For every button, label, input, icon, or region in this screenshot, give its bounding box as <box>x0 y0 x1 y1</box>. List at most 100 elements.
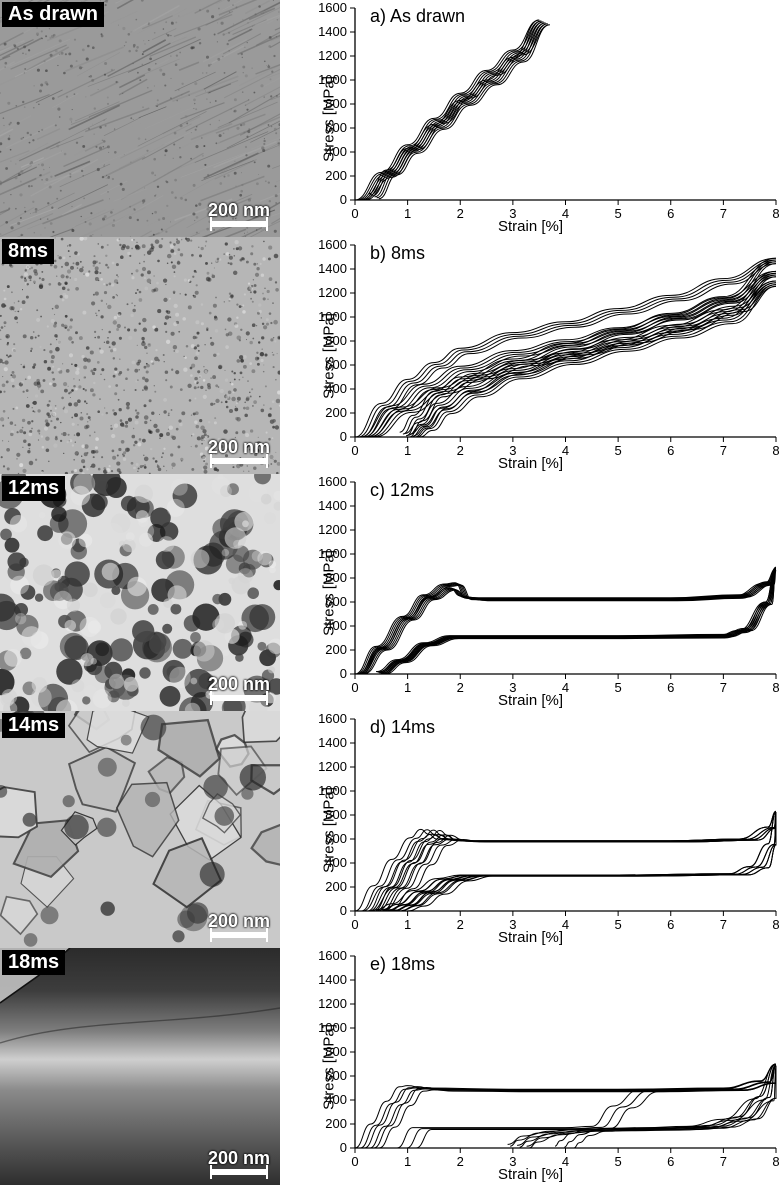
svg-text:8: 8 <box>772 1154 779 1169</box>
chart-xlabel: Strain [%] <box>498 218 563 235</box>
figure-row-12ms: 12ms200 nm012345678020040060080010001200… <box>0 474 781 711</box>
micrograph-label: 12ms <box>2 476 65 501</box>
scalebar: 200 nm <box>208 912 270 938</box>
svg-text:0: 0 <box>351 680 358 695</box>
chart-ylabel: Stress [MPa] <box>320 313 337 399</box>
svg-text:8: 8 <box>772 206 779 221</box>
svg-text:1600: 1600 <box>318 0 347 15</box>
svg-text:1600: 1600 <box>318 474 347 489</box>
figure-page: As drawn200 nm01234567802004006008001000… <box>0 0 781 1185</box>
svg-text:5: 5 <box>615 680 622 695</box>
svg-text:6: 6 <box>667 1154 674 1169</box>
svg-text:1400: 1400 <box>318 261 347 276</box>
svg-text:1400: 1400 <box>318 972 347 987</box>
svg-text:0: 0 <box>351 1154 358 1169</box>
micrograph-18ms: 18ms 200 nm <box>0 948 280 1185</box>
svg-text:200: 200 <box>325 1116 347 1131</box>
svg-text:8: 8 <box>772 917 779 932</box>
svg-text:200: 200 <box>325 405 347 420</box>
scalebar-text: 200 nm <box>208 675 270 693</box>
svg-text:0: 0 <box>340 903 347 918</box>
svg-text:1200: 1200 <box>318 522 347 537</box>
figure-row-8ms: 8ms200 nm0123456780200400600800100012001… <box>0 237 781 474</box>
chart-subtitle: a) As drawn <box>370 6 465 27</box>
svg-text:2: 2 <box>457 443 464 458</box>
scalebar-bar <box>210 932 268 938</box>
svg-text:1200: 1200 <box>318 285 347 300</box>
svg-text:1: 1 <box>404 680 411 695</box>
chart-ylabel: Stress [MPa] <box>320 76 337 162</box>
svg-text:2: 2 <box>457 206 464 221</box>
svg-text:1200: 1200 <box>318 996 347 1011</box>
scalebar-text: 200 nm <box>208 438 270 456</box>
chart-subtitle: e) 18ms <box>370 954 435 975</box>
svg-text:0: 0 <box>351 206 358 221</box>
svg-text:2: 2 <box>457 1154 464 1169</box>
svg-text:1: 1 <box>404 443 411 458</box>
micrograph-8ms: 8ms 200 nm <box>0 237 280 474</box>
svg-text:1: 1 <box>404 206 411 221</box>
chart-xlabel: Strain [%] <box>498 455 563 472</box>
svg-text:0: 0 <box>351 917 358 932</box>
scalebar: 200 nm <box>208 1149 270 1175</box>
svg-text:0: 0 <box>340 1140 347 1155</box>
svg-text:1400: 1400 <box>318 735 347 750</box>
svg-text:1: 1 <box>404 917 411 932</box>
svg-text:5: 5 <box>615 206 622 221</box>
chart-subtitle: d) 14ms <box>370 717 435 738</box>
scalebar: 200 nm <box>208 201 270 227</box>
stress-strain-chart-8ms: 01234567802004006008001000120014001600St… <box>280 237 781 474</box>
svg-text:6: 6 <box>667 680 674 695</box>
micrograph-label: 8ms <box>2 239 54 264</box>
svg-text:5: 5 <box>615 917 622 932</box>
svg-text:1600: 1600 <box>318 711 347 726</box>
svg-text:1400: 1400 <box>318 498 347 513</box>
svg-text:7: 7 <box>720 917 727 932</box>
micrograph-14ms: 14ms 200 nm <box>0 711 280 948</box>
svg-text:7: 7 <box>720 680 727 695</box>
svg-text:7: 7 <box>720 1154 727 1169</box>
svg-text:1200: 1200 <box>318 48 347 63</box>
scalebar: 200 nm <box>208 438 270 464</box>
chart-ylabel: Stress [MPa] <box>320 787 337 873</box>
svg-text:200: 200 <box>325 879 347 894</box>
svg-text:1600: 1600 <box>318 237 347 252</box>
svg-text:6: 6 <box>667 443 674 458</box>
scalebar-bar <box>210 695 268 701</box>
svg-text:7: 7 <box>720 206 727 221</box>
chart-subtitle: c) 12ms <box>370 480 434 501</box>
chart-ylabel: Stress [MPa] <box>320 1024 337 1110</box>
stress-strain-chart-18ms: 01234567802004006008001000120014001600St… <box>280 948 781 1185</box>
scalebar-bar <box>210 458 268 464</box>
svg-text:5: 5 <box>615 1154 622 1169</box>
svg-text:1400: 1400 <box>318 24 347 39</box>
svg-text:1200: 1200 <box>318 759 347 774</box>
stress-strain-chart-14ms: 01234567802004006008001000120014001600St… <box>280 711 781 948</box>
figure-row-14ms: 14ms200 nm012345678020040060080010001200… <box>0 711 781 948</box>
svg-text:1600: 1600 <box>318 948 347 963</box>
scalebar-text: 200 nm <box>208 201 270 219</box>
svg-text:2: 2 <box>457 680 464 695</box>
svg-text:6: 6 <box>667 917 674 932</box>
svg-text:2: 2 <box>457 917 464 932</box>
chart-xlabel: Strain [%] <box>498 1166 563 1183</box>
figure-row-as_drawn: As drawn200 nm01234567802004006008001000… <box>0 0 781 237</box>
scalebar-text: 200 nm <box>208 912 270 930</box>
micrograph-12ms: 12ms 200 nm <box>0 474 280 711</box>
micrograph-label: 18ms <box>2 950 65 975</box>
micrograph-label: 14ms <box>2 713 65 738</box>
figure-row-18ms: 18ms200 nm012345678020040060080010001200… <box>0 948 781 1185</box>
micrograph-as_drawn: As drawn200 nm <box>0 0 280 237</box>
svg-text:0: 0 <box>351 443 358 458</box>
scalebar-bar <box>210 221 268 227</box>
svg-text:0: 0 <box>340 429 347 444</box>
chart-subtitle: b) 8ms <box>370 243 425 264</box>
svg-text:1: 1 <box>404 1154 411 1169</box>
chart-ylabel: Stress [MPa] <box>320 550 337 636</box>
scalebar: 200 nm <box>208 675 270 701</box>
stress-strain-chart-12ms: 01234567802004006008001000120014001600St… <box>280 474 781 711</box>
svg-text:200: 200 <box>325 168 347 183</box>
chart-xlabel: Strain [%] <box>498 929 563 946</box>
scalebar-text: 200 nm <box>208 1149 270 1167</box>
svg-text:8: 8 <box>772 443 779 458</box>
